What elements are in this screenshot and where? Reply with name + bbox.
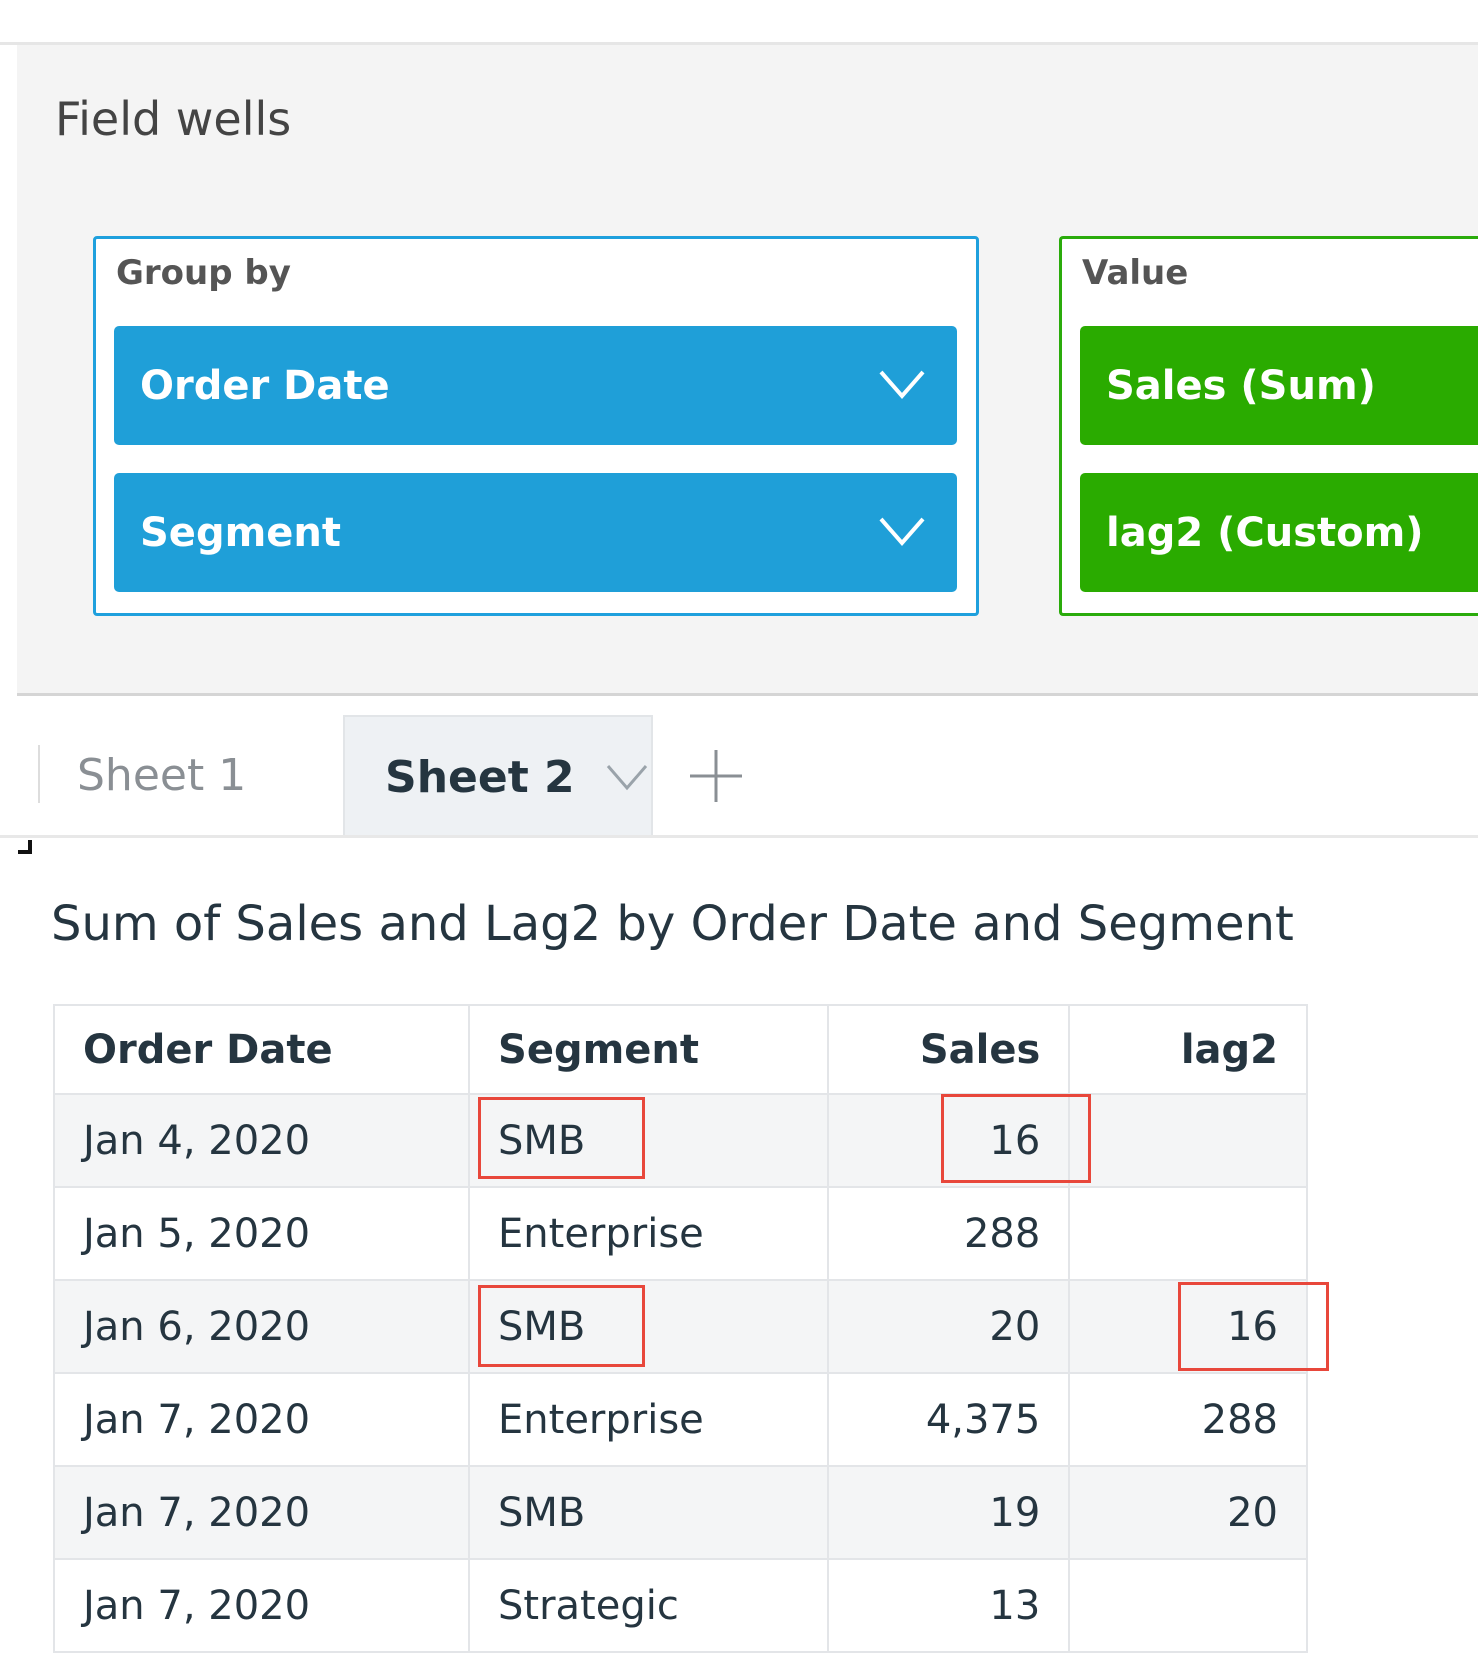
cell-order-date: Jan 4, 2020: [52, 1093, 471, 1188]
field-pill-sales-sum[interactable]: Sales (Sum): [1080, 326, 1478, 445]
visual-title: Sum of Sales and Lag2 by Order Date and …: [51, 896, 1294, 952]
field-pill-lag2-custom[interactable]: lag2 (Custom): [1080, 473, 1478, 592]
table-row: Jan 4, 2020 SMB 16: [52, 1093, 1308, 1188]
cell-sales: 288: [826, 1186, 1071, 1281]
cell-segment: Enterprise: [468, 1186, 829, 1281]
cell-sales: 20: [826, 1279, 1071, 1374]
cell-segment: SMB: [468, 1093, 829, 1188]
cell-order-date: Jan 7, 2020: [52, 1465, 471, 1560]
cell-segment: Enterprise: [468, 1372, 829, 1467]
tab-sheet-1[interactable]: Sheet 1: [40, 715, 340, 835]
table-row: Jan 7, 2020 SMB 19 20: [52, 1465, 1308, 1560]
field-pill-label: lag2 (Custom): [1106, 509, 1424, 556]
highlight-box-lag2-16: [1178, 1282, 1329, 1371]
table-row: Jan 5, 2020 Enterprise 288: [52, 1186, 1308, 1281]
cell-sales: 4,375: [826, 1372, 1071, 1467]
field-pill-order-date[interactable]: Order Date: [114, 326, 957, 445]
cell-segment: SMB: [468, 1465, 829, 1560]
cell-sales: 19: [826, 1465, 1071, 1560]
value-label: Value: [1082, 253, 1189, 293]
chevron-down-icon[interactable]: [605, 761, 649, 793]
cell-segment: Strategic: [468, 1558, 829, 1653]
field-pill-label: Sales (Sum): [1106, 362, 1376, 409]
table-row: Jan 6, 2020 SMB 20 16: [52, 1279, 1308, 1374]
value-well[interactable]: Value Sales (Sum) lag2 (Custom): [1059, 236, 1478, 616]
cell-sales: 16: [826, 1093, 1071, 1188]
field-pill-segment[interactable]: Segment: [114, 473, 957, 592]
tab-label: Sheet 2: [385, 751, 575, 803]
cell-lag2: [1068, 1093, 1308, 1188]
cell-sales: 13: [826, 1558, 1071, 1653]
table-row: Jan 7, 2020 Enterprise 4,375 288: [52, 1372, 1308, 1467]
cell-lag2: 16: [1068, 1279, 1308, 1374]
cell-lag2: 288: [1068, 1372, 1308, 1467]
cell-lag2: [1068, 1558, 1308, 1653]
field-pill-label: Segment: [140, 509, 341, 556]
tab-sheet-2[interactable]: Sheet 2: [343, 715, 653, 837]
cell-lag2: [1068, 1186, 1308, 1281]
column-header-lag2[interactable]: lag2: [1068, 1004, 1308, 1095]
group-by-label: Group by: [116, 253, 291, 293]
cell-order-date: Jan 5, 2020: [52, 1186, 471, 1281]
cell-lag2: 20: [1068, 1465, 1308, 1560]
plus-icon[interactable]: [688, 748, 744, 804]
field-wells-title: Field wells: [55, 92, 292, 146]
field-pill-label: Order Date: [140, 362, 390, 409]
highlight-box-sales-16: [941, 1094, 1091, 1183]
table-row: Jan 7, 2020 Strategic 13: [52, 1558, 1308, 1653]
column-header-order-date[interactable]: Order Date: [52, 1004, 471, 1095]
cell-segment: SMB: [468, 1279, 829, 1374]
table-header-row: Order Date Segment Sales lag2: [52, 1004, 1308, 1095]
cell-order-date: Jan 7, 2020: [52, 1558, 471, 1653]
chevron-down-icon[interactable]: [877, 364, 927, 404]
cell-order-date: Jan 6, 2020: [52, 1279, 471, 1374]
data-table: Order Date Segment Sales lag2 Jan 4, 202…: [52, 1004, 1308, 1653]
tab-separator: [38, 745, 40, 803]
resize-corner-icon[interactable]: [18, 840, 32, 854]
highlight-box-smb-jan4: [478, 1097, 645, 1179]
group-by-well[interactable]: Group by Order Date Segment: [93, 236, 979, 616]
cell-order-date: Jan 7, 2020: [52, 1372, 471, 1467]
tabs-divider: [0, 835, 1478, 838]
column-header-sales[interactable]: Sales: [826, 1004, 1071, 1095]
column-header-segment[interactable]: Segment: [468, 1004, 829, 1095]
tab-label: Sheet 1: [77, 749, 247, 801]
highlight-box-smb-jan6: [478, 1285, 645, 1367]
chevron-down-icon[interactable]: [877, 511, 927, 551]
top-divider: [0, 42, 1478, 45]
